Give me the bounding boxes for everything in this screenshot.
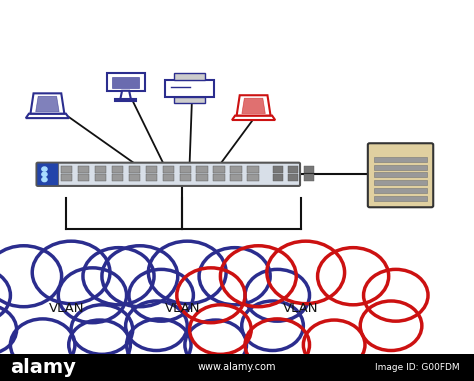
Circle shape <box>42 178 47 182</box>
Circle shape <box>242 301 303 351</box>
Text: www.alamy.com: www.alamy.com <box>198 362 276 372</box>
FancyBboxPatch shape <box>146 174 157 181</box>
Text: Image ID: G00FDM: Image ID: G00FDM <box>375 363 459 372</box>
Circle shape <box>177 268 245 323</box>
Circle shape <box>318 248 389 305</box>
FancyBboxPatch shape <box>374 180 427 186</box>
FancyBboxPatch shape <box>374 196 427 201</box>
FancyBboxPatch shape <box>36 163 300 186</box>
Circle shape <box>71 305 133 354</box>
Text: alamy: alamy <box>10 358 75 377</box>
Circle shape <box>0 305 17 354</box>
FancyBboxPatch shape <box>112 174 123 181</box>
Circle shape <box>185 320 246 370</box>
Circle shape <box>127 319 191 371</box>
Circle shape <box>42 172 47 176</box>
FancyBboxPatch shape <box>180 174 191 181</box>
Circle shape <box>245 319 310 371</box>
FancyBboxPatch shape <box>163 166 174 173</box>
Circle shape <box>0 246 62 307</box>
Polygon shape <box>112 77 139 88</box>
FancyBboxPatch shape <box>61 166 72 173</box>
Circle shape <box>220 246 296 307</box>
FancyBboxPatch shape <box>273 174 283 181</box>
Circle shape <box>0 268 10 323</box>
Circle shape <box>0 246 147 375</box>
FancyBboxPatch shape <box>374 173 427 178</box>
FancyBboxPatch shape <box>163 174 174 181</box>
Text: VLAN: VLAN <box>49 302 84 315</box>
Polygon shape <box>120 91 131 99</box>
FancyBboxPatch shape <box>304 174 314 181</box>
Polygon shape <box>232 115 275 120</box>
Circle shape <box>267 241 345 304</box>
Polygon shape <box>174 73 205 80</box>
Circle shape <box>32 241 110 304</box>
FancyBboxPatch shape <box>368 143 433 207</box>
FancyBboxPatch shape <box>128 166 140 173</box>
Bar <box>0 354 474 381</box>
FancyBboxPatch shape <box>78 174 89 181</box>
FancyBboxPatch shape <box>180 166 191 173</box>
Text: VLAN: VLAN <box>165 302 200 315</box>
Polygon shape <box>165 80 214 97</box>
Text: VLAN: VLAN <box>283 302 319 315</box>
FancyBboxPatch shape <box>146 166 157 173</box>
FancyBboxPatch shape <box>304 166 314 173</box>
Circle shape <box>83 248 154 305</box>
Circle shape <box>190 305 251 354</box>
Circle shape <box>129 269 193 321</box>
FancyBboxPatch shape <box>288 166 299 173</box>
Circle shape <box>303 320 365 370</box>
FancyBboxPatch shape <box>37 163 58 186</box>
FancyBboxPatch shape <box>95 166 106 173</box>
Circle shape <box>69 320 130 370</box>
FancyBboxPatch shape <box>374 157 427 162</box>
FancyBboxPatch shape <box>230 174 242 181</box>
FancyBboxPatch shape <box>230 166 242 173</box>
FancyBboxPatch shape <box>61 174 72 181</box>
Circle shape <box>10 319 75 371</box>
Circle shape <box>364 269 428 321</box>
FancyBboxPatch shape <box>95 174 106 181</box>
FancyBboxPatch shape <box>112 166 123 173</box>
Circle shape <box>220 246 382 375</box>
FancyBboxPatch shape <box>196 166 208 173</box>
FancyBboxPatch shape <box>273 166 283 173</box>
Circle shape <box>42 167 47 171</box>
Circle shape <box>199 248 270 305</box>
Circle shape <box>245 269 310 321</box>
Polygon shape <box>115 99 136 101</box>
Circle shape <box>126 301 187 351</box>
FancyBboxPatch shape <box>374 165 427 170</box>
Polygon shape <box>30 93 64 114</box>
Polygon shape <box>174 97 205 103</box>
Circle shape <box>360 301 422 351</box>
Polygon shape <box>36 96 59 112</box>
Polygon shape <box>237 95 271 115</box>
Circle shape <box>102 246 263 375</box>
FancyBboxPatch shape <box>213 166 225 173</box>
Polygon shape <box>26 114 69 118</box>
Polygon shape <box>242 98 265 114</box>
Circle shape <box>102 246 178 307</box>
Polygon shape <box>107 73 145 91</box>
FancyBboxPatch shape <box>247 174 259 181</box>
Circle shape <box>58 268 127 323</box>
FancyBboxPatch shape <box>128 174 140 181</box>
FancyBboxPatch shape <box>213 174 225 181</box>
FancyBboxPatch shape <box>247 166 259 173</box>
FancyBboxPatch shape <box>196 174 208 181</box>
FancyBboxPatch shape <box>78 166 89 173</box>
FancyBboxPatch shape <box>288 174 299 181</box>
Circle shape <box>148 241 226 304</box>
FancyBboxPatch shape <box>374 188 427 193</box>
